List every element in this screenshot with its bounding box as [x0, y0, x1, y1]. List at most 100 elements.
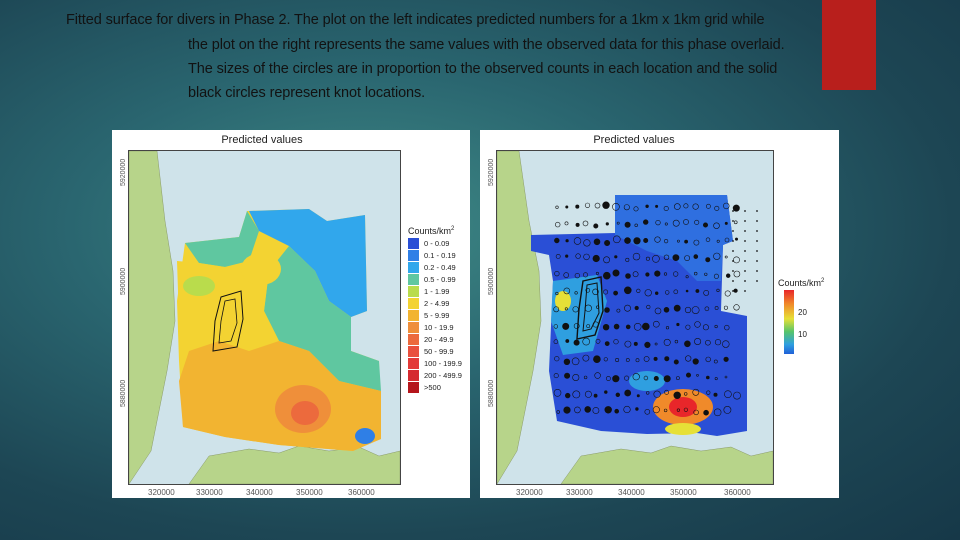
- observation-circle: [613, 323, 620, 330]
- observation-circle: [685, 275, 689, 279]
- observation-circle: [723, 202, 730, 210]
- observation-circle: [713, 392, 718, 397]
- knot-dot: [744, 260, 746, 262]
- left-map: [128, 150, 401, 485]
- observation-circle: [684, 392, 688, 396]
- observation-circle: [584, 390, 592, 398]
- observation-circle: [703, 222, 709, 228]
- observation-circle: [624, 340, 632, 348]
- observation-circle: [604, 341, 610, 346]
- observation-circle: [684, 239, 689, 244]
- legend-row: 0.2 - 0.49: [408, 262, 456, 273]
- observation-circle: [673, 359, 679, 365]
- observation-circle: [614, 408, 619, 414]
- observation-circle: [644, 408, 651, 415]
- observation-circle: [716, 239, 720, 243]
- knot-dot: [732, 290, 734, 292]
- observation-circle: [705, 237, 711, 242]
- observation-circle: [614, 255, 618, 259]
- knot-dot: [732, 220, 734, 222]
- observation-circle: [673, 271, 679, 277]
- legend-row: 50 - 99.9: [408, 346, 454, 357]
- legend-label: 5 - 9.99: [424, 311, 450, 320]
- observation-circle: [632, 271, 639, 278]
- observation-circle: [573, 237, 582, 245]
- observation-circle: [723, 305, 728, 310]
- caption-line-4: black circles represent knot locations.: [188, 85, 426, 101]
- observation-circle: [692, 358, 699, 365]
- knot-dot: [744, 240, 746, 242]
- observation-circle: [603, 357, 608, 362]
- observation-circle: [572, 390, 581, 399]
- observation-circle: [624, 221, 631, 228]
- observation-circle: [594, 372, 601, 379]
- observation-circle: [563, 287, 571, 295]
- observation-circle: [584, 406, 591, 413]
- observation-circle: [553, 339, 559, 344]
- left-xtick-4: 350000: [296, 488, 323, 497]
- observation-circle: [713, 408, 722, 417]
- observation-circle: [705, 257, 711, 263]
- observation-circle: [575, 222, 580, 227]
- knot-dot: [732, 260, 734, 262]
- observation-circle: [625, 257, 630, 262]
- right-xtick-2: 330000: [566, 488, 593, 497]
- observation-circle: [613, 290, 618, 296]
- observation-circle: [615, 392, 621, 398]
- observation-circle: [632, 252, 641, 261]
- observation-circle: [613, 339, 619, 345]
- observation-circle: [685, 324, 691, 330]
- legend-swatch: [408, 286, 419, 297]
- observation-circle: [665, 326, 670, 330]
- observation-circle: [643, 219, 649, 225]
- observation-circle: [604, 307, 610, 313]
- legend-label: 200 - 499.9: [424, 371, 462, 380]
- observation-circle: [602, 201, 610, 209]
- legend-swatch: [408, 322, 419, 333]
- left-legend-title: Counts/km2: [408, 226, 455, 236]
- knot-dot: [744, 210, 746, 212]
- observation-circle: [733, 220, 738, 225]
- legend-swatch: [408, 334, 419, 345]
- observation-circle: [624, 286, 632, 295]
- observation-circle: [564, 307, 568, 311]
- observation-circle: [584, 304, 592, 312]
- observation-circle: [705, 356, 711, 363]
- observation-circle: [572, 374, 580, 382]
- observation-circle: [646, 391, 650, 395]
- observation-circle: [645, 204, 649, 208]
- observation-circle: [733, 288, 738, 293]
- observation-circle: [724, 221, 728, 225]
- knot-dot: [744, 280, 746, 282]
- knot-dot: [732, 280, 734, 282]
- legend-swatch: [408, 274, 419, 285]
- legend-swatch: [408, 310, 419, 321]
- legend-label: 0.2 - 0.49: [424, 263, 456, 272]
- observation-circle: [573, 339, 580, 346]
- right-ytick-2: 5900000: [488, 267, 495, 295]
- observation-circle: [724, 324, 730, 331]
- observation-circle: [595, 305, 600, 309]
- observation-circle: [704, 272, 708, 276]
- observation-circle: [684, 340, 691, 348]
- left-xtick-5: 360000: [348, 488, 375, 497]
- observation-circle: [664, 389, 669, 395]
- observation-circle: [673, 289, 679, 295]
- knot-dot: [744, 230, 746, 232]
- observation-circle: [703, 289, 710, 296]
- observation-circle: [564, 221, 569, 226]
- observation-circle: [605, 222, 609, 226]
- observation-circle: [724, 255, 728, 259]
- observation-circle: [724, 390, 732, 398]
- observation-circle: [705, 339, 711, 346]
- right-plot-title: Predicted values: [593, 134, 675, 146]
- observation-circle: [572, 306, 579, 313]
- observation-circle: [714, 205, 720, 211]
- observation-circle: [652, 406, 660, 414]
- knot-dot: [732, 250, 734, 252]
- observation-circle: [571, 357, 580, 366]
- observation-circle: [592, 407, 600, 414]
- observation-circle: [713, 359, 718, 364]
- observation-circle: [684, 255, 690, 261]
- observation-circle: [563, 272, 569, 278]
